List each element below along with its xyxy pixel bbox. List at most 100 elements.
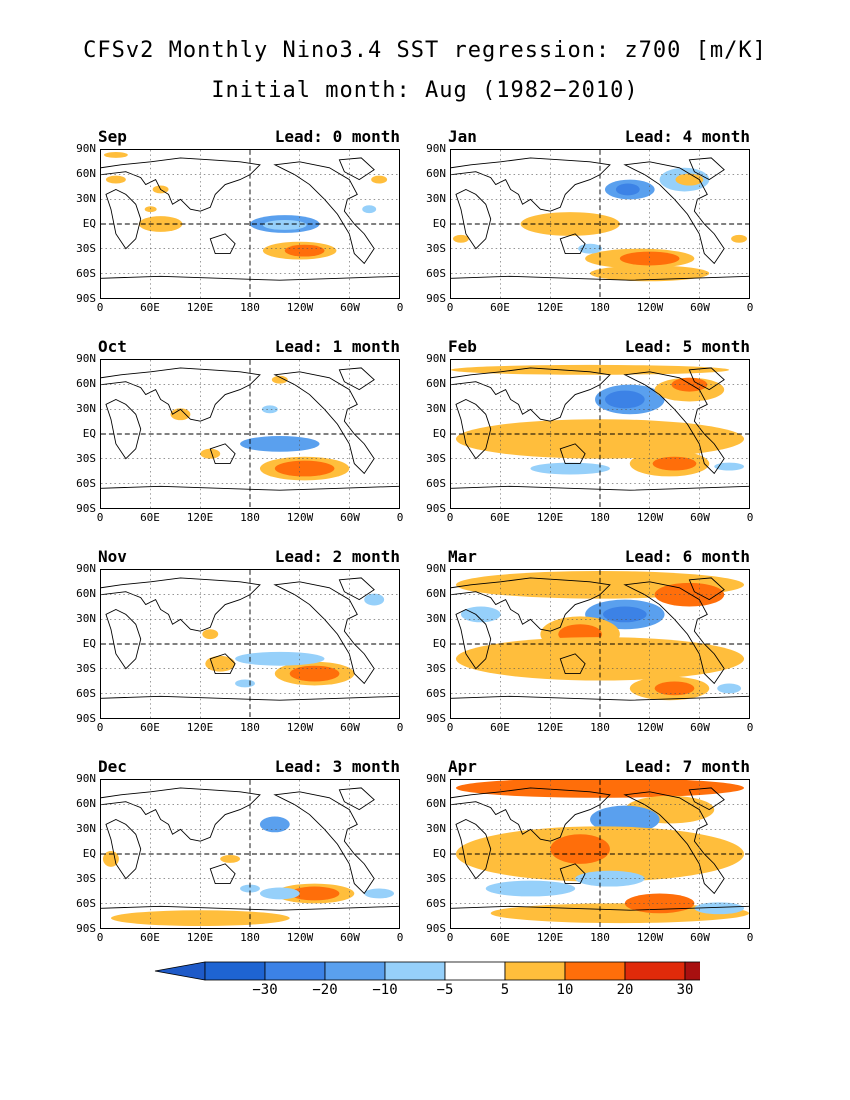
- lon-tick-label: 0: [746, 721, 754, 734]
- shaded-region: [602, 606, 647, 623]
- coastline: [209, 443, 236, 465]
- shaded-region: [205, 655, 236, 672]
- coastline: [688, 367, 725, 391]
- colorbar-label: 5: [500, 982, 510, 998]
- lat-tick-label: 30N: [426, 822, 446, 835]
- lon-tick-label: 180: [240, 511, 260, 524]
- shaded-region: [731, 234, 748, 243]
- lat-tick-label: EQ: [82, 217, 96, 230]
- shaded-region: [714, 462, 745, 471]
- lon-tick-label: 120E: [536, 301, 564, 314]
- shaded-region: [652, 456, 697, 471]
- lat-tick-label: 60N: [426, 587, 446, 600]
- lat-tick-label: 30N: [426, 612, 446, 625]
- coastline: [338, 787, 375, 811]
- lat-tick-label: 90N: [76, 142, 96, 155]
- colorbar-swatch: [564, 961, 626, 981]
- shaded-region: [575, 870, 645, 887]
- panel-month-label: Apr: [448, 757, 477, 776]
- lon-tick-label: 60E: [140, 511, 160, 524]
- panel-lead-label: Lead: 5 month: [624, 337, 750, 356]
- lon-tick-label: 60W: [690, 511, 710, 524]
- lat-tick-label: 60N: [426, 797, 446, 810]
- lat-tick-label: 90S: [76, 292, 96, 305]
- lon-tick-label: 180: [590, 511, 610, 524]
- lon-tick-label: 0: [396, 511, 404, 524]
- lon-tick-label: 60E: [140, 301, 160, 314]
- lon-tick-label: 120W: [286, 511, 314, 524]
- map-panel: Apr Lead: 7 month 90N 60N 30N EQ 30S 60S 90S 0 60E…: [426, 757, 800, 945]
- shaded-region: [717, 683, 742, 694]
- shaded-region: [671, 377, 708, 392]
- lon-tick-label: 120W: [636, 511, 664, 524]
- lat-tick-label: 30S: [76, 452, 96, 465]
- colorbar-swatch: [324, 961, 386, 981]
- regression-map: [100, 779, 400, 929]
- shaded-region: [364, 888, 395, 899]
- colorbar-label: −5: [436, 982, 454, 998]
- coastline: [209, 233, 236, 255]
- lat-tick-label: 30S: [76, 872, 96, 885]
- lat-tick-label: 60N: [426, 167, 446, 180]
- coastline: [101, 157, 261, 212]
- map-panel: Mar Lead: 6 month 90N 60N 30N EQ 30S 60S 90S 0 60E…: [426, 547, 800, 735]
- lat-tick-label: 30S: [76, 242, 96, 255]
- shaded-region: [105, 175, 126, 184]
- lat-tick-label: 60N: [426, 377, 446, 390]
- panel-lead-label: Lead: 2 month: [274, 547, 400, 566]
- lat-tick-label: 30N: [426, 402, 446, 415]
- lon-tick-label: 0: [96, 931, 104, 944]
- shaded-region: [590, 805, 660, 834]
- lat-tick-label: 60S: [76, 897, 96, 910]
- lat-tick-label: 90S: [76, 712, 96, 725]
- lat-tick-label: 60N: [76, 377, 96, 390]
- coastline: [451, 157, 611, 212]
- panel-lead-label: Lead: 4 month: [624, 127, 750, 146]
- lat-tick-label: 60S: [76, 687, 96, 700]
- lon-tick-label: 180: [590, 301, 610, 314]
- colorbar-neg-tip: [154, 961, 206, 981]
- lat-tick-label: 30S: [426, 452, 446, 465]
- lon-tick-label: 120E: [536, 721, 564, 734]
- panel-lead-label: Lead: 7 month: [624, 757, 750, 776]
- lon-tick-label: 0: [746, 301, 754, 314]
- shaded-region: [485, 880, 576, 897]
- coastline: [455, 608, 492, 670]
- shaded-region: [460, 606, 501, 623]
- shaded-region: [202, 629, 219, 640]
- lon-tick-label: 180: [240, 301, 260, 314]
- coastline: [688, 157, 725, 181]
- map-panel: Nov Lead: 2 month 90N 60N 30N EQ 30S 60S 90S 0 60E…: [76, 547, 450, 735]
- coastline: [101, 577, 261, 632]
- lat-tick-label: 60S: [76, 477, 96, 490]
- shaded-region: [615, 183, 640, 196]
- panel-month-label: Dec: [98, 757, 127, 776]
- lon-tick-label: 60W: [340, 721, 360, 734]
- regression-map: [450, 359, 750, 509]
- lat-tick-label: 60S: [426, 267, 446, 280]
- coastline: [688, 577, 725, 601]
- map-panel: Dec Lead: 3 month 90N 60N 30N EQ 30S 60S 90S 0 60E…: [76, 757, 450, 945]
- figure-subtitle: Initial month: Aug (1982−2010): [211, 78, 639, 103]
- regression-map: [450, 569, 750, 719]
- coastline: [105, 818, 142, 880]
- lat-tick-label: 30N: [76, 822, 96, 835]
- coastline: [623, 581, 725, 685]
- lat-tick-label: 90S: [426, 502, 446, 515]
- shaded-region: [144, 206, 157, 213]
- lon-tick-label: 120W: [286, 721, 314, 734]
- lon-tick-label: 0: [746, 511, 754, 524]
- shaded-region: [451, 364, 730, 375]
- shaded-region: [694, 902, 745, 915]
- colorbar-swatch: [384, 961, 446, 981]
- colorbar-swatches: [154, 961, 796, 981]
- shaded-region: [452, 234, 469, 243]
- lat-tick-label: EQ: [432, 637, 446, 650]
- lat-tick-label: 30S: [426, 662, 446, 675]
- lat-tick-label: EQ: [82, 427, 96, 440]
- lon-tick-label: 0: [396, 301, 404, 314]
- lon-tick-label: 0: [396, 721, 404, 734]
- panel-month-label: Mar: [448, 547, 477, 566]
- shaded-region: [675, 173, 704, 186]
- shaded-region: [530, 462, 610, 475]
